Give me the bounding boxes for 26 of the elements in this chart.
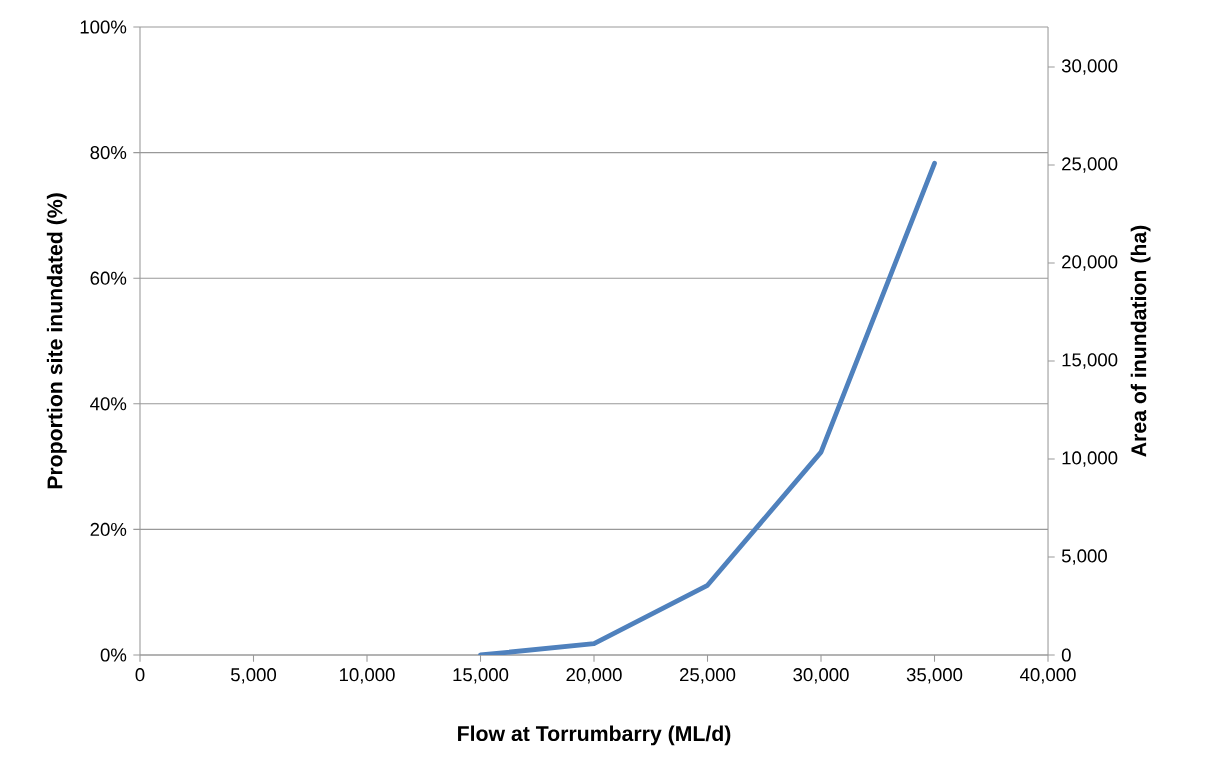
x-tick-label: 35,000 <box>906 668 963 684</box>
x-tick-label: 20,000 <box>566 668 622 684</box>
y-tick-label: 20% <box>90 522 127 536</box>
y2-tick-label: 15,000 <box>1062 353 1118 369</box>
x-tick-label: 25,000 <box>680 668 736 684</box>
x-tick-label: 30,000 <box>793 668 849 684</box>
y2-axis-title: Area of inundation (ha) <box>1130 225 1151 457</box>
x-tick-label: 15,000 <box>453 668 509 684</box>
y2-tick-label: 0 <box>1061 648 1071 662</box>
y2-tick-label: 10,000 <box>1062 451 1118 467</box>
y2-tick-label: 20,000 <box>1062 255 1118 271</box>
y-tick-label: 80% <box>90 146 127 160</box>
y-tick-label: 40% <box>90 397 127 411</box>
x-tick-label: 5,000 <box>230 668 277 684</box>
x-axis-title: Flow at Torrumbarry (ML/d) <box>458 725 731 746</box>
x-tick-label: 0 <box>135 668 145 682</box>
y-tick-label: 60% <box>90 271 127 285</box>
line-series <box>478 160 937 655</box>
x-tick-label: 40,000 <box>1019 668 1076 684</box>
y2-tick-label: 25,000 <box>1062 157 1118 173</box>
x-tick-label: 10,000 <box>339 668 395 684</box>
y2-tick-label: 5,000 <box>1061 549 1107 565</box>
y-axis-title: Proportion site inundated (%) <box>46 193 67 489</box>
y2-tick-label: 30,000 <box>1061 59 1118 75</box>
y-tick-label: 0% <box>100 648 127 662</box>
y-tick-label: 100% <box>80 20 127 34</box>
